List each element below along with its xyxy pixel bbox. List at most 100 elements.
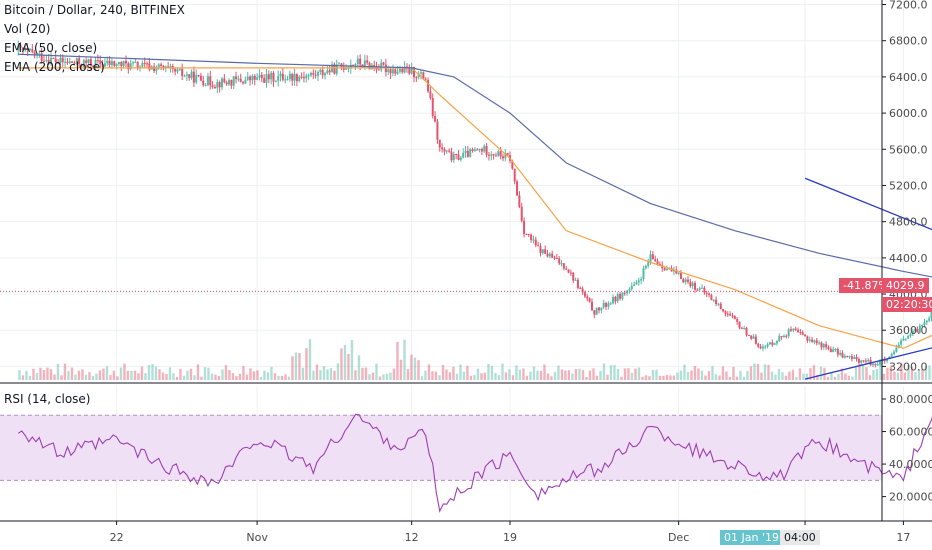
candle-body (513, 168, 516, 182)
candle-body (452, 154, 455, 161)
candle-body (609, 303, 612, 305)
volume-bar (378, 376, 382, 380)
candle-body (448, 150, 451, 152)
candle-body (246, 76, 249, 80)
volume-bar (777, 368, 781, 380)
candle-body (729, 313, 732, 316)
candle-body (689, 281, 692, 287)
grid-lines (0, 0, 904, 521)
candle-body (80, 64, 83, 67)
volume-bar (826, 376, 830, 380)
candle-body (637, 280, 640, 283)
volume-bar (809, 368, 812, 380)
candle-body (394, 69, 397, 74)
volume-bar (375, 363, 378, 380)
volume-bar (193, 375, 196, 380)
candle-body (628, 289, 631, 291)
candle-body (694, 282, 697, 290)
candle-body (815, 340, 818, 344)
volume-bar (760, 372, 763, 380)
volume-bar (504, 372, 508, 380)
volume-bar (256, 370, 259, 380)
candle-body (494, 155, 497, 157)
candle-body (511, 160, 514, 169)
candle-body (686, 279, 689, 282)
volume-bar (497, 375, 501, 380)
candle-body (17, 45, 20, 50)
volume-bar (910, 366, 914, 380)
volume-bar (634, 368, 637, 380)
candle-body (548, 253, 551, 257)
candle-body (520, 206, 523, 221)
candle-body (232, 76, 235, 86)
candle-body (813, 340, 816, 343)
candle-body (136, 62, 139, 69)
candle-body (506, 153, 509, 156)
candle-body (572, 272, 575, 281)
candle-body (132, 62, 135, 64)
volume-bar (753, 363, 756, 380)
volume-bar (112, 370, 116, 380)
candle-body (466, 150, 469, 157)
candle-body (633, 284, 636, 286)
candle-body (335, 64, 338, 74)
volume-bar (431, 371, 434, 380)
legend-rsi: RSI (14, close) (4, 392, 91, 406)
candle-body (605, 302, 608, 307)
candle-body (40, 53, 43, 61)
volume-bar (329, 368, 333, 380)
price-tick-label: 5200.0 (889, 179, 928, 192)
volume-bar (175, 376, 179, 380)
candle-body (530, 234, 533, 241)
volume-bar (238, 373, 242, 380)
volume-bar (616, 369, 620, 380)
volume-bar (644, 375, 648, 380)
rsi-line (17, 413, 932, 513)
rsi-tick-label: 20.0000 (889, 491, 932, 504)
candle-body (757, 343, 760, 347)
volume-bar (623, 368, 627, 380)
candle-body (291, 73, 294, 81)
candle-body (581, 288, 584, 293)
candle-body (684, 279, 687, 283)
volume-bar (903, 372, 907, 380)
main-legend: Bitcoin / Dollar, 240, BITFINEX Vol (20)… (4, 1, 185, 77)
candle-body (459, 157, 462, 160)
volume-bar (350, 340, 354, 380)
candle-body (487, 154, 490, 156)
candle-body (134, 62, 137, 64)
candle-body (94, 59, 97, 68)
candle-body (38, 53, 41, 55)
candle-body (682, 279, 685, 283)
legend-vol: Vol (20) (4, 22, 51, 36)
volume-bar (725, 371, 728, 380)
candle-body (57, 61, 60, 64)
volume-bar (592, 368, 595, 380)
candle-body (324, 73, 327, 76)
volume-bar (357, 355, 361, 380)
volume-bar (490, 365, 494, 380)
candle-body (462, 152, 465, 158)
volume-bar (333, 370, 336, 380)
candle-body (73, 62, 76, 64)
candle-body (106, 60, 109, 64)
candle-body (110, 61, 113, 66)
candle-body (574, 279, 577, 281)
volume-bar (893, 371, 896, 380)
candle-body (228, 79, 231, 85)
candle-body (387, 69, 390, 72)
candle-body (825, 344, 828, 348)
candle-body (160, 64, 163, 66)
candle-body (443, 149, 446, 152)
volume-bar (459, 364, 462, 380)
candle-body (288, 73, 291, 79)
candle-body (717, 303, 720, 305)
candle-body (895, 347, 898, 352)
time-tick-label: 19 (503, 531, 517, 544)
volume-bar (651, 370, 655, 380)
candle-body (295, 74, 298, 82)
volume-bar (494, 373, 497, 380)
candle-body (209, 76, 212, 86)
